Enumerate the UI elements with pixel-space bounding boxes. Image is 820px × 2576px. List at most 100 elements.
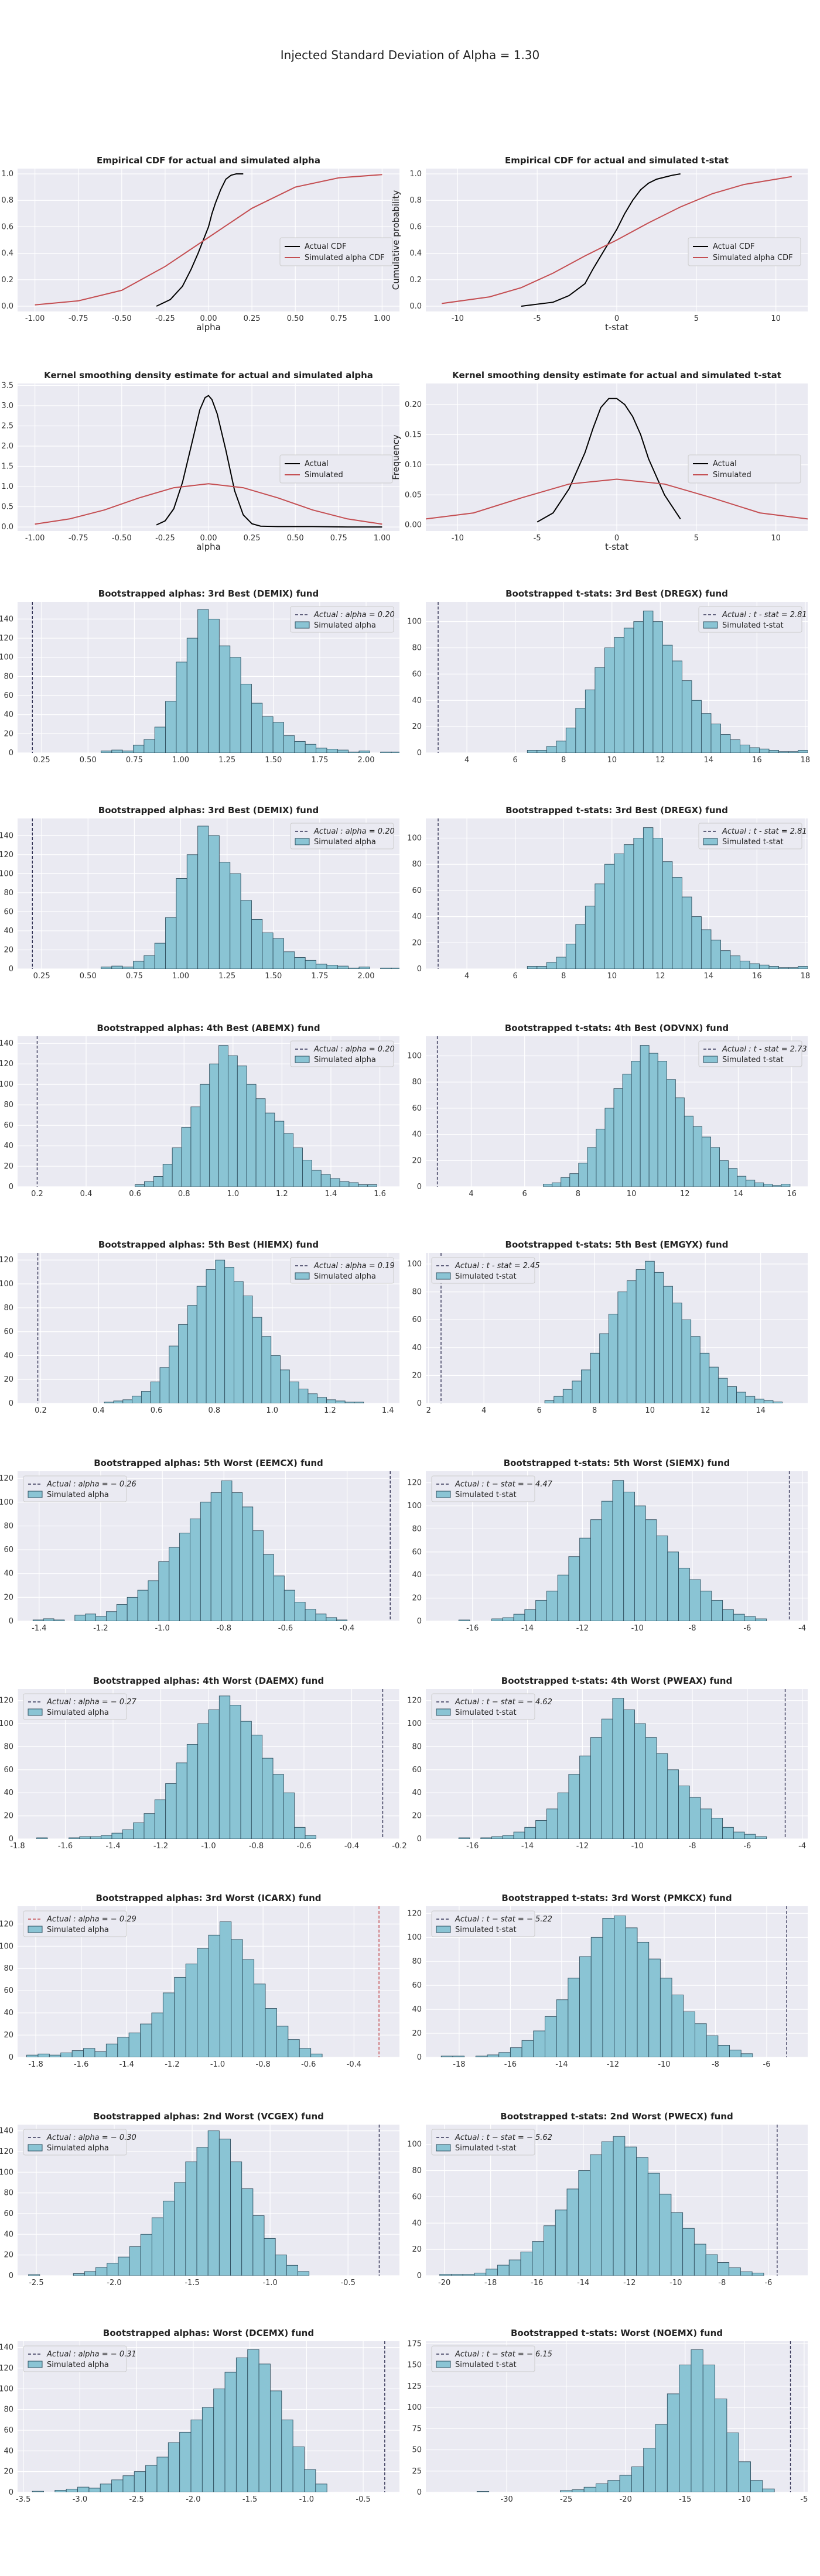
histogram-bar: [451, 2274, 463, 2276]
histogram-bar: [181, 1127, 192, 1187]
histogram-bar: [262, 716, 274, 753]
histogram-bar: [594, 667, 605, 753]
histogram-bar: [94, 2051, 107, 2057]
legend-label: Actual: [713, 460, 737, 468]
x-tick-label: -1.5: [184, 2279, 199, 2287]
y-tick-label: 120: [0, 1256, 13, 1265]
histogram-bar: [113, 1400, 124, 1403]
histogram-bar: [344, 1402, 355, 1403]
histogram-bar: [691, 2349, 703, 2492]
legend-sim-label: Simulated alpha: [314, 1272, 376, 1281]
histogram-bar: [633, 838, 644, 969]
subplot-17: -1.8 -1.6 -1.4 -1.2 -1.0 -0.8 -0.6 -0.4 0 20 40 60 8…: [0, 1893, 399, 2069]
histogram-bar: [702, 2365, 716, 2492]
histogram-bar: [179, 2432, 192, 2492]
histogram-bar: [132, 1396, 142, 1403]
legend-box: [290, 1257, 394, 1284]
histogram-bar: [252, 2215, 265, 2276]
subplot-8: 4 6 8 10 12 14 16 18 0 20 40 60 80 100 Bootstrapped t-…: [407, 805, 810, 981]
legend-bar-swatch: [295, 1272, 310, 1280]
histogram-bars: [100, 825, 399, 969]
y-tick-label: 20: [412, 1371, 422, 1380]
x-tick-label: -16: [466, 1842, 479, 1851]
legend-box: [290, 606, 394, 633]
x-tick-label: 1.2: [324, 1406, 336, 1415]
histogram-bar: [336, 1619, 348, 1621]
histogram-bar: [174, 2182, 186, 2276]
legend-box: [23, 2345, 127, 2372]
y-tick-label: 40: [4, 2009, 13, 2017]
x-tick-label: 0.2: [35, 1406, 47, 1415]
legend-box: [688, 237, 801, 266]
y-tick-label: 60: [412, 670, 422, 679]
histogram-bars: [476, 2349, 775, 2492]
y-tick-label: 120: [0, 1060, 13, 1068]
histogram-bar: [140, 2023, 152, 2057]
legend-label: Actual CDF: [713, 242, 754, 251]
histogram-bar: [32, 1619, 44, 1621]
histogram-bar: [667, 1551, 679, 1621]
x-tick-label: -0.2: [392, 1842, 406, 1851]
y-tick-label: 60: [412, 886, 422, 895]
y-tick-label: 20: [4, 729, 13, 738]
histogram-bar: [733, 1614, 745, 1621]
histogram-bars: [544, 1260, 783, 1403]
histogram-bar: [218, 1045, 228, 1187]
x-tick-label: 0.6: [151, 1406, 163, 1415]
histogram-bar: [546, 1591, 558, 1621]
y-tick-label: 80: [4, 2189, 13, 2198]
legend-bar-swatch: [436, 2361, 451, 2368]
histogram-bar: [71, 2050, 84, 2057]
x-tick-label: -1.0: [210, 2060, 225, 2069]
y-tick-label: 20: [4, 2468, 13, 2476]
x-tick-label: -5: [800, 2495, 808, 2504]
histogram-bar: [107, 2263, 119, 2276]
y-tick-label: 1.0: [409, 170, 422, 179]
x-tick-label: 8: [576, 1190, 580, 1198]
histogram-bar: [773, 1402, 783, 1403]
histogram-bar: [88, 2488, 101, 2492]
histogram-bar: [289, 1381, 299, 1403]
histogram-bar: [326, 1399, 336, 1403]
y-tick-label: 120: [407, 1479, 422, 1488]
legend-box: [431, 1475, 535, 1502]
series-line: [521, 173, 681, 307]
y-tick-label: 80: [412, 2167, 422, 2176]
y-tick-label: 75: [412, 2424, 422, 2433]
histogram-bar: [554, 1396, 563, 1403]
histogram-bar: [32, 2491, 44, 2492]
histogram-bar: [585, 906, 596, 969]
histogram-bar: [652, 838, 663, 969]
histogram-bar: [159, 1367, 170, 1403]
histogram-bar: [656, 1535, 668, 1621]
legend-actual-label: Actual : alpha = 0.20: [313, 611, 395, 619]
histogram-bar: [759, 964, 770, 969]
histogram-bar: [186, 638, 199, 753]
subplot-title: Bootstrapped alphas: 4th Best (ABEMX) fu…: [97, 1023, 320, 1033]
histogram-bar: [294, 957, 306, 969]
histogram-bar: [763, 1184, 773, 1187]
y-tick-label: 60: [412, 2193, 422, 2201]
x-tick-label: -6: [743, 1624, 751, 1633]
histogram-bar: [265, 1112, 275, 1187]
histogram-bar: [590, 2154, 602, 2276]
legend-sim-label: Simulated alpha: [47, 1708, 109, 1717]
histogram-bar: [585, 689, 596, 753]
legend: Actual : alpha = 0.20 Simulated alpha: [290, 606, 395, 633]
legend-bar-swatch: [295, 621, 310, 629]
histogram-bar: [755, 1618, 767, 1621]
subplot-title: Empirical CDF for actual and simulated a…: [97, 155, 320, 166]
histogram-bar: [631, 2467, 644, 2492]
x-tick-label: 0.2: [31, 1190, 43, 1198]
histogram-bar: [601, 2141, 614, 2276]
legend-actual-label: Actual : t − stat = − 5.62: [455, 2133, 552, 2142]
histogram-bar: [633, 621, 644, 753]
x-tick-label: -16: [466, 1624, 479, 1633]
histogram-bar: [158, 1561, 170, 1621]
histogram-bar: [218, 645, 231, 753]
histogram-bar: [127, 1597, 138, 1621]
histogram-bar: [251, 1735, 263, 1839]
y-tick-label: 0: [9, 2053, 13, 2062]
histogram-bar: [60, 2052, 73, 2057]
histogram-bar: [74, 1615, 86, 1621]
